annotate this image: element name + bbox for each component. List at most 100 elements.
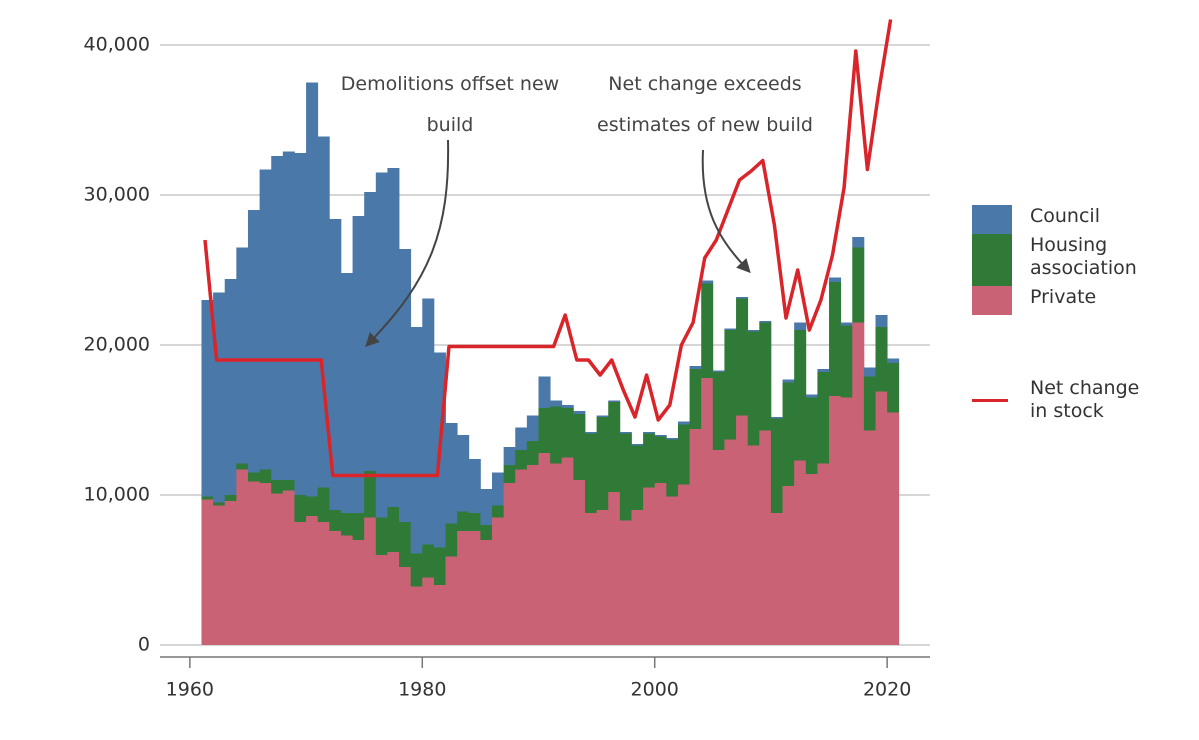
bar-segment (887, 412, 900, 645)
bar-segment (759, 321, 772, 323)
line (203, 19, 893, 478)
bar-segment (631, 510, 644, 645)
bar-segment (364, 192, 377, 471)
legend-swatch (972, 286, 1012, 315)
bar-segment (770, 417, 783, 419)
bar-segment (399, 522, 412, 567)
bar-segment (480, 525, 493, 540)
bar-segment (399, 249, 412, 522)
bar-segment (747, 445, 760, 645)
legend-swatch (972, 205, 1012, 234)
bar-segment (550, 463, 563, 645)
bar-segment (794, 322, 807, 330)
bar-segment (794, 330, 807, 461)
bar-segment (375, 555, 388, 645)
bar-segment (445, 523, 458, 557)
bar-segment (643, 487, 656, 645)
x-tick-label: 2000 (631, 679, 679, 701)
bar-segment (282, 490, 295, 645)
bar-segment (387, 168, 400, 507)
bar-segment (410, 327, 423, 554)
bar-segment (677, 484, 690, 645)
bar-segment (829, 282, 842, 396)
bar-segment (794, 460, 807, 645)
bar-segment (689, 366, 702, 369)
bar-segment (863, 367, 876, 377)
bar-segment (422, 544, 435, 578)
bar-segment (724, 330, 737, 440)
legend-label: Council (1030, 205, 1100, 227)
legend-swatch (972, 234, 1012, 286)
bar-segment (422, 298, 435, 545)
bar-segment (712, 450, 725, 645)
bar-segment (550, 400, 563, 407)
bar-segment (387, 507, 400, 552)
bar-segment (526, 441, 539, 465)
bar-segment (480, 489, 493, 525)
bar-segment (271, 480, 284, 494)
bar-segment (677, 421, 690, 425)
bar-segment (712, 372, 725, 450)
bar-segment (364, 517, 377, 645)
bar-segment (329, 219, 342, 510)
bar-segment (236, 463, 249, 470)
bar-segment (224, 495, 237, 501)
bar-segment (782, 379, 795, 383)
bar-segment (724, 439, 737, 645)
bar-segment (561, 457, 574, 645)
y-tick-label: 20,000 (84, 334, 150, 356)
bar-segment (887, 363, 900, 413)
bar-segment (515, 469, 528, 645)
bar-segment (608, 400, 621, 402)
legend: Council Housing association Private Net cha… (972, 205, 1172, 423)
bar-segment (340, 513, 353, 536)
bar-segment (863, 430, 876, 645)
bar-segment (247, 472, 260, 482)
bar-segment (875, 315, 888, 327)
bar-segment (654, 483, 667, 645)
bar-segment (596, 415, 609, 417)
bar-segment (619, 433, 632, 521)
bar-segment (584, 433, 598, 513)
legend-item: Private (972, 286, 1172, 315)
bar-segment (468, 531, 481, 645)
bar-segment (840, 325, 853, 398)
bar-segment (457, 531, 470, 645)
bar-segment (329, 531, 342, 645)
bar-segment (224, 279, 237, 495)
bar-segment (410, 586, 423, 645)
legend-swatch (972, 399, 1008, 402)
bar-segment (271, 493, 284, 645)
bar-segment (538, 376, 551, 408)
x-tick-label: 2020 (863, 679, 911, 701)
y-tick-label: 40,000 (84, 34, 150, 56)
bar-segment (829, 277, 842, 282)
bar-segment (654, 435, 667, 437)
bar-segment (317, 522, 330, 645)
bar-segment (503, 483, 516, 645)
bar-segment (247, 210, 260, 473)
bar-segment (596, 510, 609, 645)
bar-segment (468, 513, 481, 531)
bar-segment (840, 322, 853, 326)
legend-label: Housing association (1030, 234, 1137, 279)
y-tick-label: 0 (138, 634, 150, 656)
bar-segment (201, 496, 214, 500)
bar-segment (770, 513, 783, 645)
bar-segment (573, 414, 586, 480)
bar-segment (201, 499, 214, 645)
bar-segment (271, 156, 284, 480)
bar-segment (747, 330, 760, 332)
bar-segment (247, 481, 260, 645)
bar-segment (584, 432, 598, 434)
bar-segment (817, 369, 830, 372)
bar-segment (701, 280, 714, 284)
bar-segment (573, 411, 586, 414)
bar-segment (666, 439, 679, 497)
annotation-arrow (365, 139, 450, 348)
legend-label: Net change in stock (1030, 377, 1140, 422)
bar-segment (259, 169, 272, 470)
bar-segment (619, 432, 632, 434)
